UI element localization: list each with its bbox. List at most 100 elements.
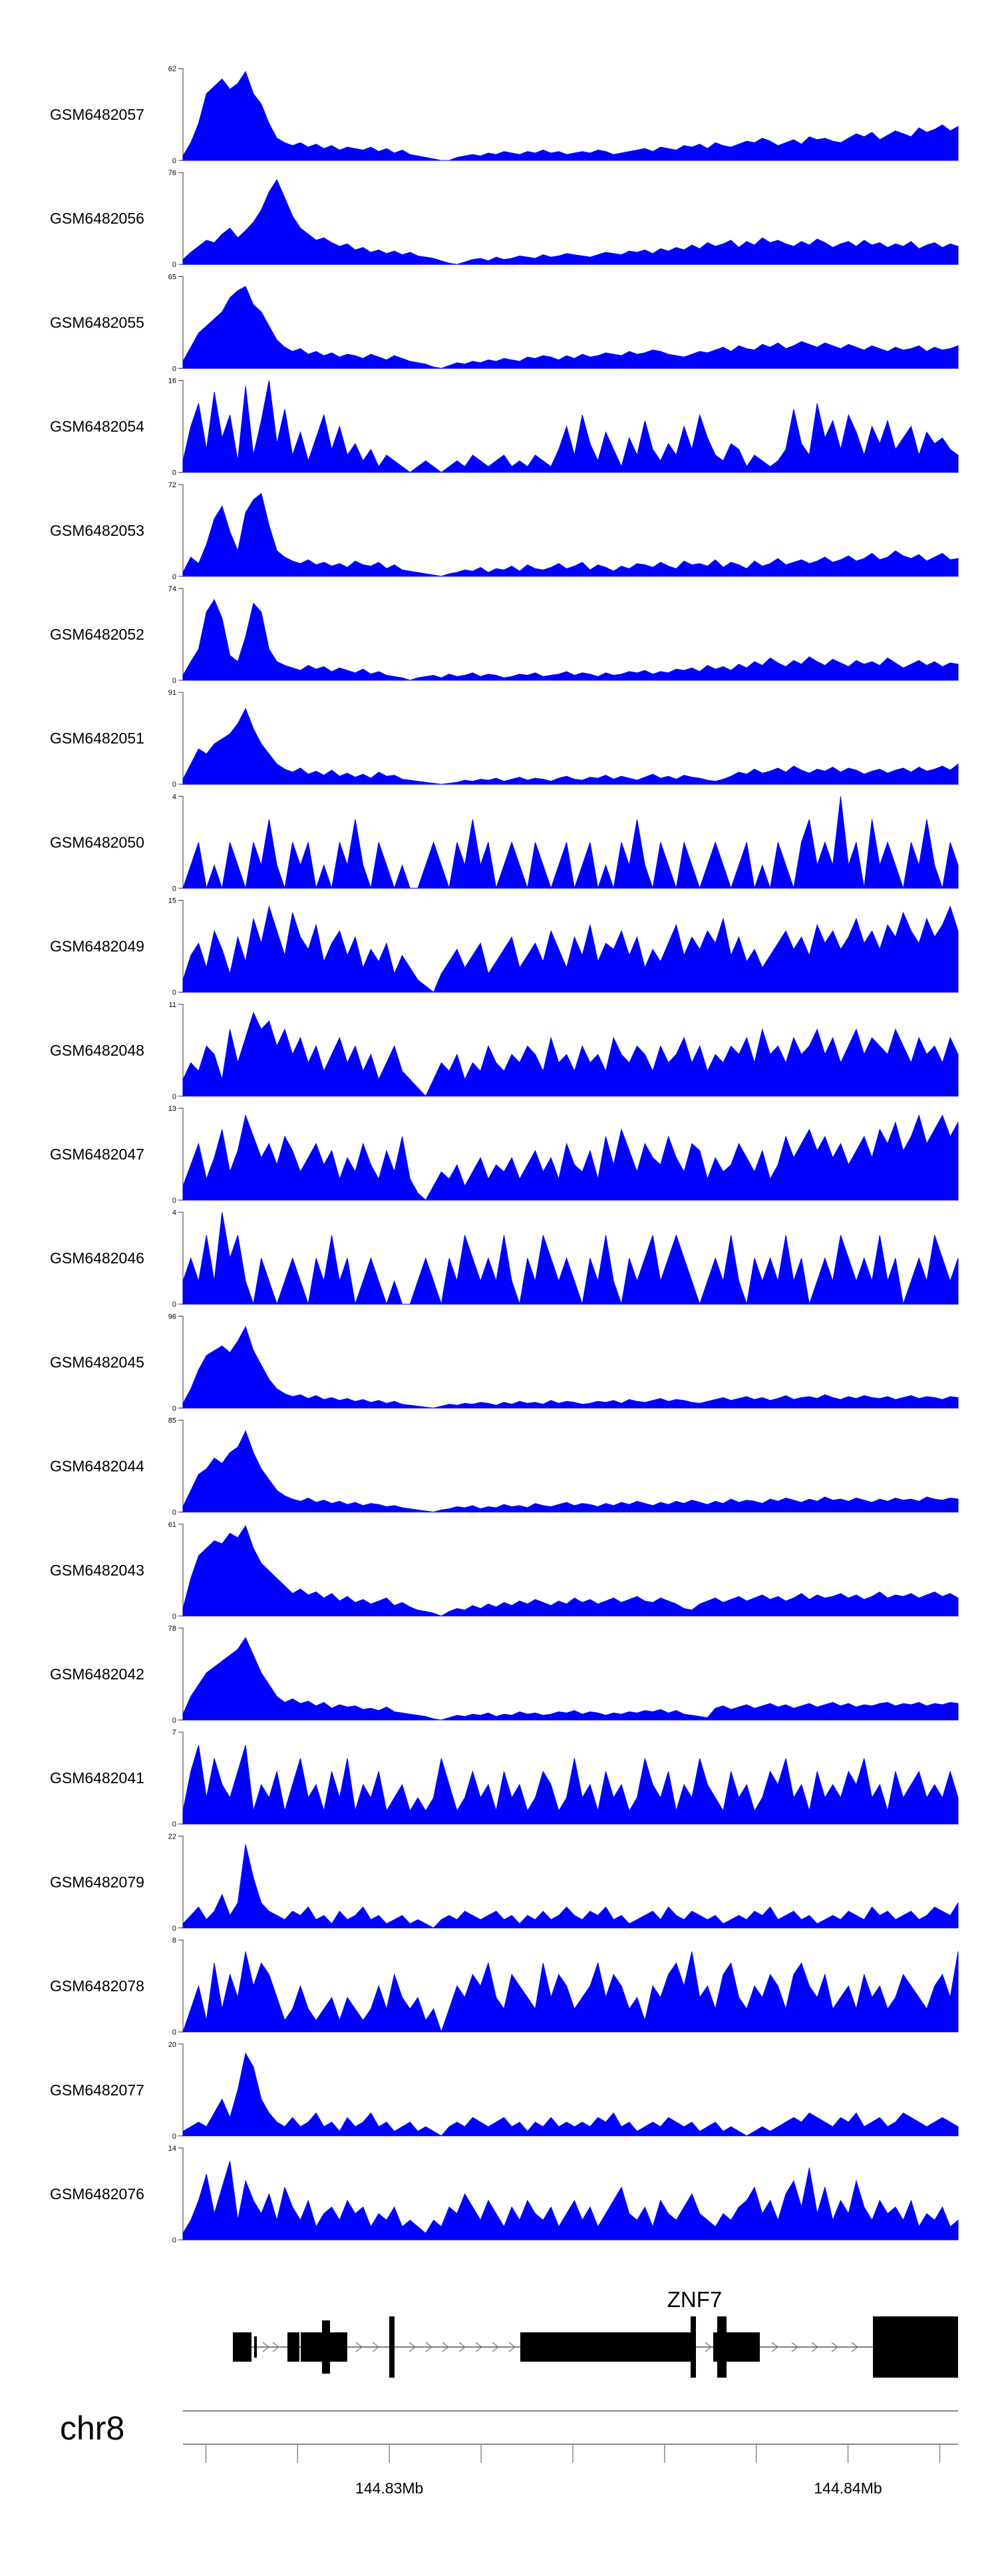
y-axis [178, 2147, 184, 2241]
y-axis [178, 1524, 184, 1617]
coverage-area [182, 1212, 959, 1305]
strand-arrow [272, 2342, 280, 2352]
coverage-tracks: GSM6482057620GSM6482056760GSM6482055650G… [50, 65, 959, 2245]
exon [713, 2332, 760, 2362]
track-label: GSM6482053 [50, 522, 144, 539]
coverage-area [182, 493, 959, 577]
track-GSM6482054: GSM6482054 16 0 [50, 377, 959, 477]
y-min-label: 0 [172, 1924, 176, 1932]
y-min-label: 0 [172, 989, 176, 997]
coverage-area [182, 796, 959, 889]
y-min-label: 0 [172, 469, 176, 477]
y-min-label: 0 [172, 1613, 176, 1621]
track-GSM6482043: GSM6482043 61 0 [50, 1521, 959, 1621]
track-label: GSM6482041 [50, 1769, 144, 1787]
strand-arrow [851, 2342, 859, 2352]
y-min-label: 0 [172, 781, 176, 789]
coverage-area [182, 2161, 959, 2241]
y-axis [178, 1731, 184, 1825]
y-max-label: 8 [172, 1937, 176, 1945]
y-axis [178, 1004, 184, 1097]
track-GSM6482057: GSM6482057 62 0 [50, 65, 959, 165]
y-axis [178, 484, 184, 577]
y-max-label: 11 [169, 1001, 176, 1009]
track-label: GSM6482050 [50, 833, 144, 851]
y-min-label: 0 [172, 2029, 176, 2037]
coverage-area [182, 1844, 959, 1929]
y-max-label: 65 [168, 273, 176, 281]
y-min-label: 0 [172, 573, 176, 581]
y-axis [178, 2043, 184, 2137]
coverage-area [182, 598, 959, 681]
y-max-label: 4 [172, 793, 176, 801]
gene-exons [233, 2316, 958, 2378]
strand-arrow [771, 2342, 779, 2352]
y-axis [178, 795, 184, 889]
y-min-label: 0 [172, 1301, 176, 1309]
y-axis [178, 692, 184, 785]
coverage-area [182, 2052, 959, 2137]
track-label: GSM6482076 [50, 2185, 144, 2203]
strand-arrow [372, 2342, 380, 2352]
y-min-label: 0 [172, 1821, 176, 1828]
y-min-label: 0 [172, 2237, 176, 2245]
y-max-label: 78 [168, 1625, 176, 1633]
track-GSM6482052: GSM6482052 74 0 [50, 585, 959, 685]
y-axis [178, 276, 184, 369]
coverage-area [182, 905, 959, 993]
y-min-label: 0 [172, 1509, 176, 1517]
coverage-area [182, 380, 959, 473]
coverage-area [182, 71, 959, 161]
y-min-label: 0 [172, 1404, 176, 1412]
axis-ticks [205, 2444, 941, 2463]
y-axis [178, 1211, 184, 1305]
y-axis [178, 1108, 184, 1201]
track-label: GSM6482057 [50, 106, 144, 123]
exon [389, 2316, 395, 2378]
y-min-label: 0 [172, 365, 176, 373]
y-max-label: 74 [168, 585, 176, 593]
strand-arrow [355, 2342, 363, 2352]
coverage-area [182, 708, 959, 785]
track-label: GSM6482055 [50, 314, 144, 331]
exon [254, 2336, 257, 2358]
strand-arrow [508, 2342, 516, 2352]
y-max-label: 20 [168, 2041, 176, 2049]
y-max-label: 72 [168, 481, 176, 489]
track-GSM6482050: GSM6482050 4 0 [50, 793, 959, 893]
strand-arrow [492, 2342, 500, 2352]
y-min-label: 0 [172, 1197, 176, 1205]
y-min-label: 0 [172, 261, 176, 269]
track-GSM6482041: GSM6482041 7 0 [50, 1729, 959, 1828]
coverage-area [182, 1524, 959, 1617]
track-label: GSM6482052 [50, 626, 144, 643]
y-axis [178, 172, 184, 265]
exon [873, 2316, 958, 2378]
track-GSM6482049: GSM6482049 15 0 [50, 897, 959, 997]
track-GSM6482046: GSM6482046 4 0 [50, 1209, 959, 1309]
y-axis [178, 1420, 184, 1513]
y-max-label: 62 [168, 65, 176, 73]
y-axis [178, 68, 184, 161]
track-label: GSM6482049 [50, 938, 144, 955]
y-min-label: 0 [172, 1717, 176, 1725]
exon [233, 2332, 251, 2362]
coverage-area [182, 1430, 959, 1513]
y-min-label: 0 [172, 885, 176, 893]
track-GSM6482053: GSM6482053 72 0 [50, 481, 959, 581]
track-label: GSM6482078 [50, 1978, 144, 1995]
y-axis [178, 380, 184, 473]
strand-arrow [831, 2342, 839, 2352]
y-max-label: 14 [168, 2145, 176, 2153]
y-max-label: 85 [168, 1417, 176, 1425]
track-GSM6482044: GSM6482044 85 0 [50, 1417, 959, 1517]
gene-label: ZNF7 [667, 2287, 723, 2312]
track-GSM6482077: GSM6482077 20 0 [50, 2041, 959, 2141]
strand-arrow [475, 2342, 483, 2352]
coverage-area [182, 1951, 959, 2034]
y-max-label: 13 [168, 1105, 176, 1113]
strand-arrow [262, 2342, 270, 2352]
exon [287, 2332, 299, 2362]
track-GSM6482055: GSM6482055 65 0 [50, 273, 959, 373]
